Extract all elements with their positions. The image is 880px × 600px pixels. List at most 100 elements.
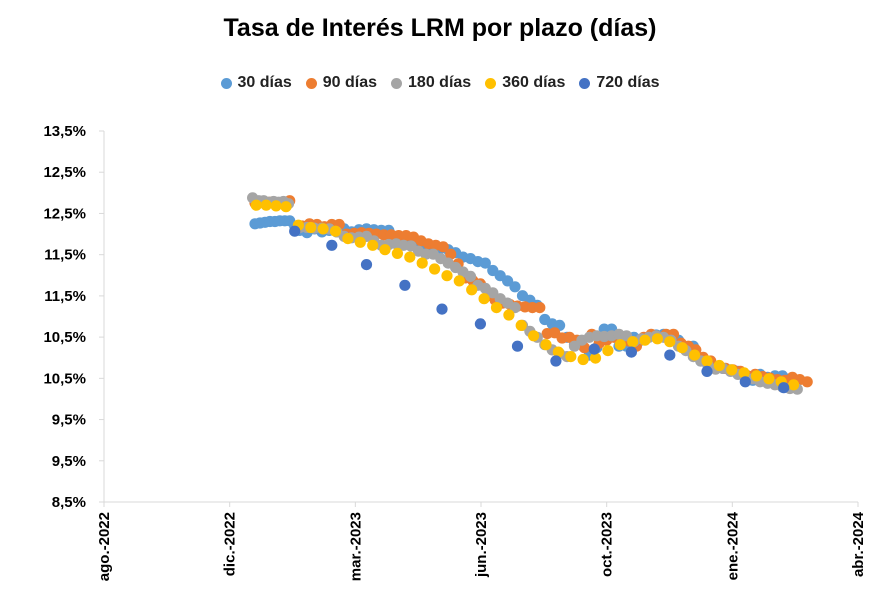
x-tick-label: ene.-2024: [724, 511, 741, 580]
data-point: [342, 233, 354, 245]
data-point: [588, 343, 600, 355]
data-point: [305, 221, 317, 234]
legend-item-90: 90 días: [305, 74, 378, 92]
data-point: [568, 340, 581, 352]
y-tick-label: 12,5%: [43, 164, 86, 181]
x-tick-label: mar.-2023: [347, 512, 364, 581]
data-point: [416, 257, 428, 269]
data-point: [326, 239, 338, 251]
data-point: [565, 351, 577, 363]
data-point: [367, 239, 379, 251]
x-tick-label: dic.-2022: [222, 512, 239, 576]
data-point: [445, 248, 457, 260]
chart-title: Tasa de Interés LRM por plazo (días): [223, 14, 657, 42]
data-point: [429, 263, 441, 275]
data-point: [701, 355, 713, 367]
data-point: [404, 251, 416, 263]
y-tick-label: 11,5%: [44, 247, 86, 264]
legend-item-180: 180 días: [391, 74, 471, 92]
series-90: [249, 195, 813, 388]
legend-marker-360: [485, 77, 497, 89]
legend-marker-30: [220, 77, 232, 89]
data-point: [509, 281, 521, 293]
legend-marker-180: [391, 77, 403, 89]
data-point: [676, 342, 688, 354]
data-point: [589, 352, 602, 364]
data-point: [739, 376, 751, 388]
data-point: [639, 334, 651, 346]
data-point: [540, 339, 552, 351]
legend-label-30: 30 días: [237, 74, 292, 91]
legend-item-720: 720 días: [579, 74, 660, 92]
data-point: [713, 359, 725, 372]
data-point: [391, 247, 403, 259]
data-point: [577, 353, 589, 366]
data-point: [329, 225, 342, 237]
legend-marker-90: [305, 77, 317, 89]
data-point: [464, 270, 477, 282]
series-720: [289, 225, 790, 394]
data-point: [280, 201, 292, 213]
data-point: [614, 339, 626, 351]
data-point: [664, 336, 676, 348]
legend-label-90: 90 días: [322, 74, 378, 91]
data-point: [354, 236, 366, 248]
data-point: [701, 365, 713, 377]
data-point: [250, 199, 262, 211]
data-point: [317, 223, 329, 235]
data-point: [509, 302, 521, 314]
x-tick-label: ago.-2022: [96, 512, 113, 581]
legend-marker-720: [579, 77, 591, 89]
data-point: [474, 318, 486, 330]
data-point: [552, 346, 565, 358]
data-point: [379, 244, 391, 256]
data-point: [289, 225, 301, 237]
legend-label-720: 720 días: [596, 74, 660, 91]
data-point: [515, 319, 527, 331]
data-point: [801, 376, 813, 388]
data-point: [466, 284, 478, 296]
y-tick-label: 13,5%: [43, 123, 86, 140]
data-point: [534, 302, 546, 314]
data-point: [550, 355, 562, 367]
legend-label-180: 180 días: [408, 74, 472, 91]
y-tick-label: 12,5%: [43, 205, 86, 222]
data-point: [689, 349, 701, 361]
data-point: [453, 275, 465, 287]
data-point: [778, 382, 790, 394]
data-point: [490, 302, 503, 314]
legend: 30 días 90 días 180 días 360 días 720 dí…: [0, 74, 880, 92]
data-point: [625, 346, 638, 358]
data-point: [627, 336, 639, 348]
y-tick-label: 11,5%: [44, 288, 86, 305]
data-point: [270, 200, 282, 212]
data-point: [437, 241, 449, 253]
data-point: [750, 370, 763, 382]
data-point: [260, 199, 272, 211]
data-point: [763, 373, 775, 385]
x-tick-label: abr.-2024: [850, 511, 867, 577]
data-point: [738, 367, 750, 379]
series-360: [250, 199, 800, 391]
x-tick-label: jun.-2023: [473, 512, 490, 578]
data-point: [436, 303, 448, 315]
x-tick-label: oct.-2023: [599, 512, 616, 577]
y-tick-label: 10,5%: [43, 329, 86, 346]
legend-label-360: 360 días: [502, 74, 566, 91]
data-point: [479, 257, 491, 269]
data-point: [664, 349, 676, 361]
data-point: [441, 270, 453, 282]
y-tick-label: 8,5%: [52, 494, 86, 511]
data-point: [360, 259, 373, 271]
data-point: [528, 330, 540, 342]
data-point: [399, 279, 411, 291]
data-point: [726, 364, 738, 376]
legend-item-360: 360 días: [485, 74, 565, 92]
data-point: [478, 293, 490, 305]
data-point: [511, 340, 524, 352]
legend-item-30: 30 días: [220, 74, 292, 92]
data-point: [788, 379, 800, 391]
data-point: [651, 333, 664, 345]
